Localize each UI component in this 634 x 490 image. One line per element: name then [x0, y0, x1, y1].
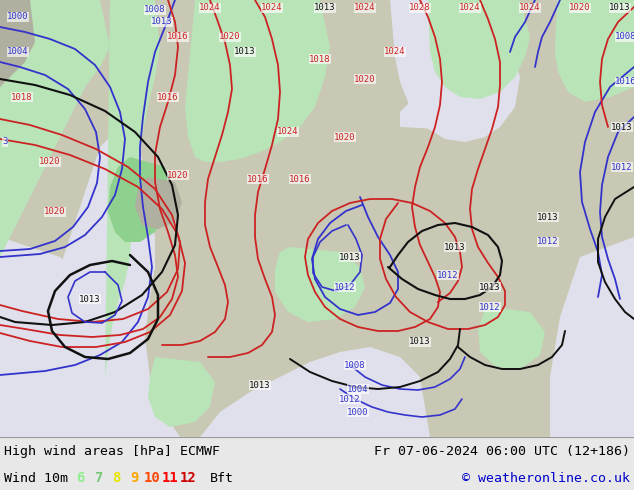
Text: 1013: 1013	[537, 213, 559, 221]
Text: 12: 12	[179, 471, 197, 485]
Text: © weatheronline.co.uk: © weatheronline.co.uk	[462, 472, 630, 485]
Text: 1024: 1024	[277, 127, 299, 137]
Text: 1016: 1016	[157, 93, 179, 101]
Text: 1018: 1018	[11, 93, 33, 101]
Text: 1016: 1016	[615, 77, 634, 87]
Text: 1013: 1013	[611, 122, 633, 131]
Polygon shape	[200, 347, 430, 437]
Text: 1020: 1020	[44, 207, 66, 217]
Text: 1012: 1012	[537, 238, 559, 246]
Text: 1024: 1024	[199, 3, 221, 13]
Text: 1024: 1024	[354, 3, 376, 13]
Text: 8: 8	[112, 471, 120, 485]
Text: 1013: 1013	[249, 381, 271, 390]
Text: 11: 11	[162, 471, 178, 485]
Polygon shape	[550, 237, 634, 437]
Text: 10: 10	[144, 471, 160, 485]
Text: 1012: 1012	[437, 270, 459, 279]
Text: High wind areas [hPa] ECMWF: High wind areas [hPa] ECMWF	[4, 445, 220, 458]
Text: 1020: 1020	[39, 157, 61, 167]
Polygon shape	[148, 357, 215, 427]
Text: 1008: 1008	[344, 361, 366, 369]
Polygon shape	[135, 177, 182, 229]
Polygon shape	[160, 0, 634, 382]
Text: 1024: 1024	[459, 3, 481, 13]
Text: 1016: 1016	[247, 174, 269, 183]
Polygon shape	[275, 247, 365, 322]
Text: 1018: 1018	[309, 54, 331, 64]
Text: Fr 07-06-2024 06:00 UTC (12+186): Fr 07-06-2024 06:00 UTC (12+186)	[374, 445, 630, 458]
Polygon shape	[0, 237, 90, 437]
Text: 6: 6	[76, 471, 84, 485]
Polygon shape	[350, 0, 520, 142]
Text: 1013: 1013	[234, 48, 256, 56]
Text: 1013: 1013	[609, 3, 631, 13]
Polygon shape	[0, 0, 634, 437]
Text: 1013: 1013	[314, 3, 336, 13]
Text: 1013: 1013	[410, 338, 430, 346]
Text: 1013: 1013	[479, 283, 501, 292]
Text: 1004: 1004	[347, 385, 369, 393]
Polygon shape	[428, 0, 530, 99]
Text: 1028: 1028	[410, 3, 430, 13]
Text: 1016: 1016	[289, 174, 311, 183]
Text: 1000: 1000	[7, 13, 29, 22]
Text: 1004: 1004	[7, 48, 29, 56]
Text: 1024: 1024	[519, 3, 541, 13]
Polygon shape	[185, 0, 330, 162]
Polygon shape	[140, 0, 634, 437]
Text: 1012: 1012	[334, 283, 356, 292]
Text: 1020: 1020	[354, 74, 376, 83]
Text: 1013: 1013	[79, 294, 101, 303]
Text: 1012: 1012	[611, 163, 633, 172]
Polygon shape	[105, 0, 160, 377]
Polygon shape	[478, 307, 545, 369]
Polygon shape	[400, 97, 450, 129]
Text: 1013: 1013	[339, 252, 361, 262]
Text: 1008: 1008	[145, 5, 165, 15]
Polygon shape	[555, 0, 634, 102]
Text: 1024: 1024	[384, 48, 406, 56]
Polygon shape	[0, 0, 155, 407]
Text: 1020: 1020	[334, 132, 356, 142]
Text: 1008: 1008	[615, 32, 634, 42]
Text: 1013: 1013	[444, 243, 466, 251]
Text: 1016: 1016	[167, 32, 189, 42]
Text: 1024: 1024	[261, 3, 283, 13]
Text: 3: 3	[3, 138, 8, 147]
Text: 1013: 1013	[152, 18, 172, 26]
Text: 1020: 1020	[219, 32, 241, 42]
Text: 1020: 1020	[167, 171, 189, 179]
Text: 1012: 1012	[479, 302, 501, 312]
Text: 7: 7	[94, 471, 102, 485]
Text: 1020: 1020	[569, 3, 591, 13]
Text: 1000: 1000	[347, 408, 369, 416]
Polygon shape	[0, 0, 110, 257]
Text: 9: 9	[130, 471, 138, 485]
Text: Bft: Bft	[210, 472, 234, 485]
Polygon shape	[108, 157, 170, 242]
Text: 1012: 1012	[339, 394, 361, 403]
Polygon shape	[0, 0, 35, 87]
Text: Wind 10m: Wind 10m	[4, 472, 68, 485]
